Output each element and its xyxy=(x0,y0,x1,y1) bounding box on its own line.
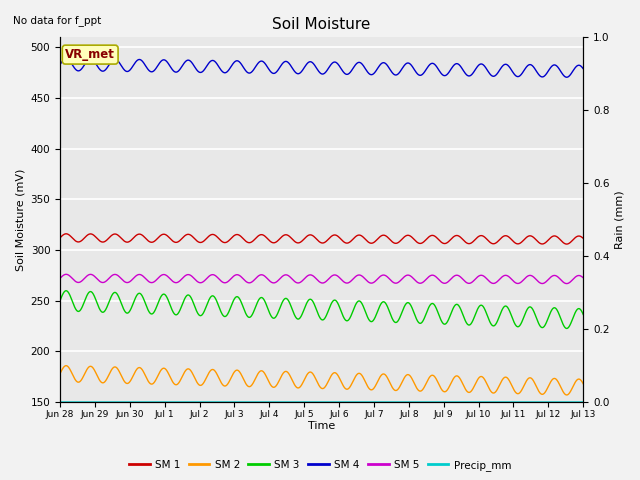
Y-axis label: Soil Moisture (mV): Soil Moisture (mV) xyxy=(15,168,25,271)
X-axis label: Time: Time xyxy=(308,421,335,432)
Title: Soil Moisture: Soil Moisture xyxy=(273,17,371,32)
Text: VR_met: VR_met xyxy=(65,48,115,61)
Y-axis label: Rain (mm): Rain (mm) xyxy=(615,190,625,249)
Legend: SM 1, SM 2, SM 3, SM 4, SM 5, Precip_mm: SM 1, SM 2, SM 3, SM 4, SM 5, Precip_mm xyxy=(125,456,515,475)
Text: No data for f_ppt: No data for f_ppt xyxy=(13,15,101,26)
